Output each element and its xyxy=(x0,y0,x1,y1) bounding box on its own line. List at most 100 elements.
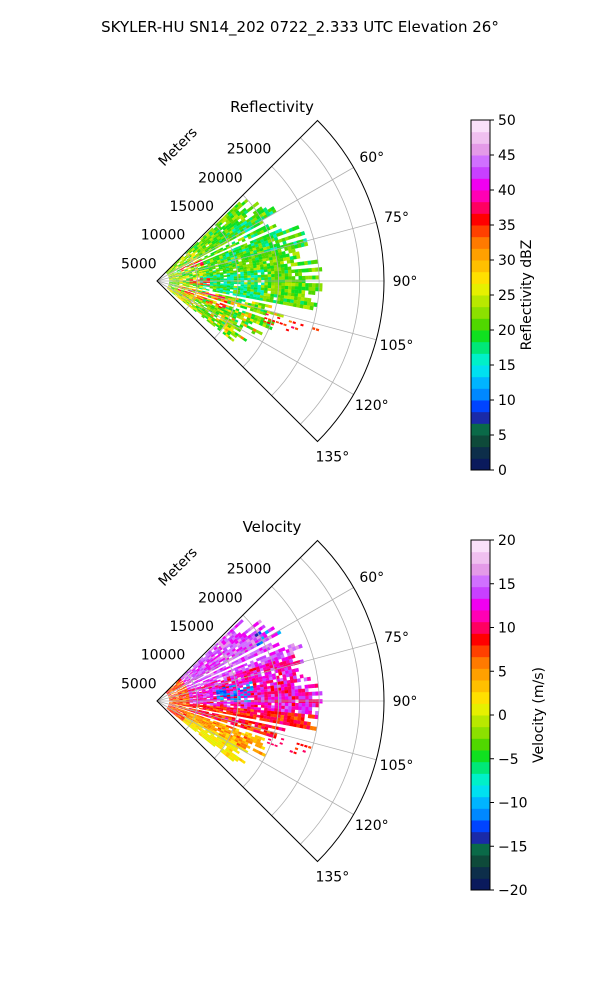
echo-gate xyxy=(223,257,228,261)
echo-gate xyxy=(233,274,238,277)
echo-gate xyxy=(314,714,319,720)
sector-frame xyxy=(156,119,385,443)
echo-gate xyxy=(175,279,180,281)
echo-gate xyxy=(202,664,206,669)
echo-gate xyxy=(189,279,194,281)
echo-gate xyxy=(300,323,304,327)
echo-gate xyxy=(182,694,186,697)
echo-gate xyxy=(209,680,214,683)
echo-gate xyxy=(221,672,226,676)
echo-gate xyxy=(238,683,243,686)
echo-gate xyxy=(222,641,227,646)
figure-title: SKYLER-HU SN14_202 0722_2.333 UTC Elevat… xyxy=(101,18,499,37)
colorbar-segment xyxy=(471,831,490,844)
echo-gate xyxy=(207,234,211,239)
echo-gate xyxy=(196,310,201,314)
echo-gate xyxy=(226,276,231,279)
echo-gate xyxy=(216,278,221,281)
echo-gate xyxy=(233,312,238,316)
echo-gate xyxy=(219,730,224,734)
echo-gate xyxy=(246,688,251,692)
echo-gate xyxy=(279,661,284,666)
echo-gate xyxy=(257,744,263,749)
echo-gate xyxy=(309,305,314,311)
echo-gate xyxy=(236,212,242,217)
echo-gate xyxy=(199,273,203,276)
echo-gate xyxy=(228,235,233,240)
echo-gate xyxy=(206,233,210,238)
echo-gate xyxy=(177,682,181,686)
echo-gate xyxy=(237,230,242,235)
echo-gate xyxy=(170,265,174,269)
echo-gate xyxy=(212,650,217,655)
echo-gate xyxy=(277,248,282,253)
echo-gate xyxy=(251,641,257,646)
echo-gate xyxy=(232,735,237,740)
echo-gate xyxy=(281,696,286,700)
echo-gate xyxy=(195,680,200,684)
echo-gate xyxy=(197,308,202,312)
echo-gate xyxy=(195,726,199,730)
echo-gate xyxy=(215,724,220,728)
echo-gate xyxy=(174,707,179,710)
echo-gate xyxy=(215,676,220,680)
echo-gate xyxy=(279,651,284,656)
echo-gate xyxy=(254,277,258,281)
echo-gate xyxy=(174,265,179,268)
echo-gate xyxy=(200,668,204,672)
echo-gate xyxy=(209,696,214,698)
echo-gate xyxy=(247,702,252,705)
echo-gate xyxy=(255,679,260,683)
echo-gate xyxy=(236,313,242,317)
echo-gate xyxy=(208,303,213,307)
echo-gate xyxy=(243,286,248,289)
echo-gate xyxy=(219,240,224,245)
echo-gate xyxy=(218,714,223,717)
echo-gate xyxy=(216,656,221,660)
echo-gate xyxy=(177,691,182,694)
echo-gate xyxy=(178,284,183,286)
echo-gate xyxy=(213,727,218,731)
echo-gate xyxy=(220,235,225,240)
echo-gate xyxy=(261,702,265,706)
echo-gate xyxy=(209,227,214,232)
echo-gate xyxy=(211,743,216,747)
echo-gate xyxy=(289,749,294,753)
echo-gate xyxy=(242,264,247,268)
echo-gate xyxy=(233,650,238,654)
echo-gate xyxy=(226,285,231,288)
echo-gate xyxy=(281,250,286,255)
reflectivity-grid xyxy=(156,119,385,443)
echo-gate xyxy=(190,721,194,725)
echo-gate xyxy=(228,251,233,255)
echo-gate xyxy=(249,265,254,269)
echo-gate xyxy=(290,642,296,648)
echo-gate xyxy=(169,282,173,283)
echo-gate xyxy=(230,302,235,306)
echo-gate xyxy=(271,276,275,280)
echo-gate xyxy=(225,326,231,331)
echo-gate xyxy=(208,667,212,672)
echo-gate xyxy=(226,311,231,315)
colorbar-label: Reflectivity dBZ xyxy=(519,240,535,351)
echo-gate xyxy=(206,299,211,303)
echo-gate xyxy=(290,296,295,300)
echo-gate xyxy=(279,677,284,682)
echo-gate xyxy=(202,659,206,663)
echo-gate xyxy=(196,662,200,667)
echo-gate xyxy=(172,702,177,704)
echo-gate xyxy=(232,266,237,270)
echo-gate xyxy=(301,275,306,280)
echo-gate xyxy=(253,270,258,273)
echo-gate xyxy=(182,257,186,261)
echo-gate xyxy=(190,672,195,676)
echo-gate xyxy=(184,688,188,691)
echo-gate xyxy=(220,697,224,699)
echo-gate xyxy=(207,254,212,258)
echo-gate xyxy=(181,708,186,710)
echo-gate xyxy=(305,703,309,707)
echo-gate xyxy=(224,682,229,686)
echo-gate xyxy=(262,648,268,653)
echo-gate xyxy=(171,707,175,709)
echo-gate xyxy=(305,691,309,696)
